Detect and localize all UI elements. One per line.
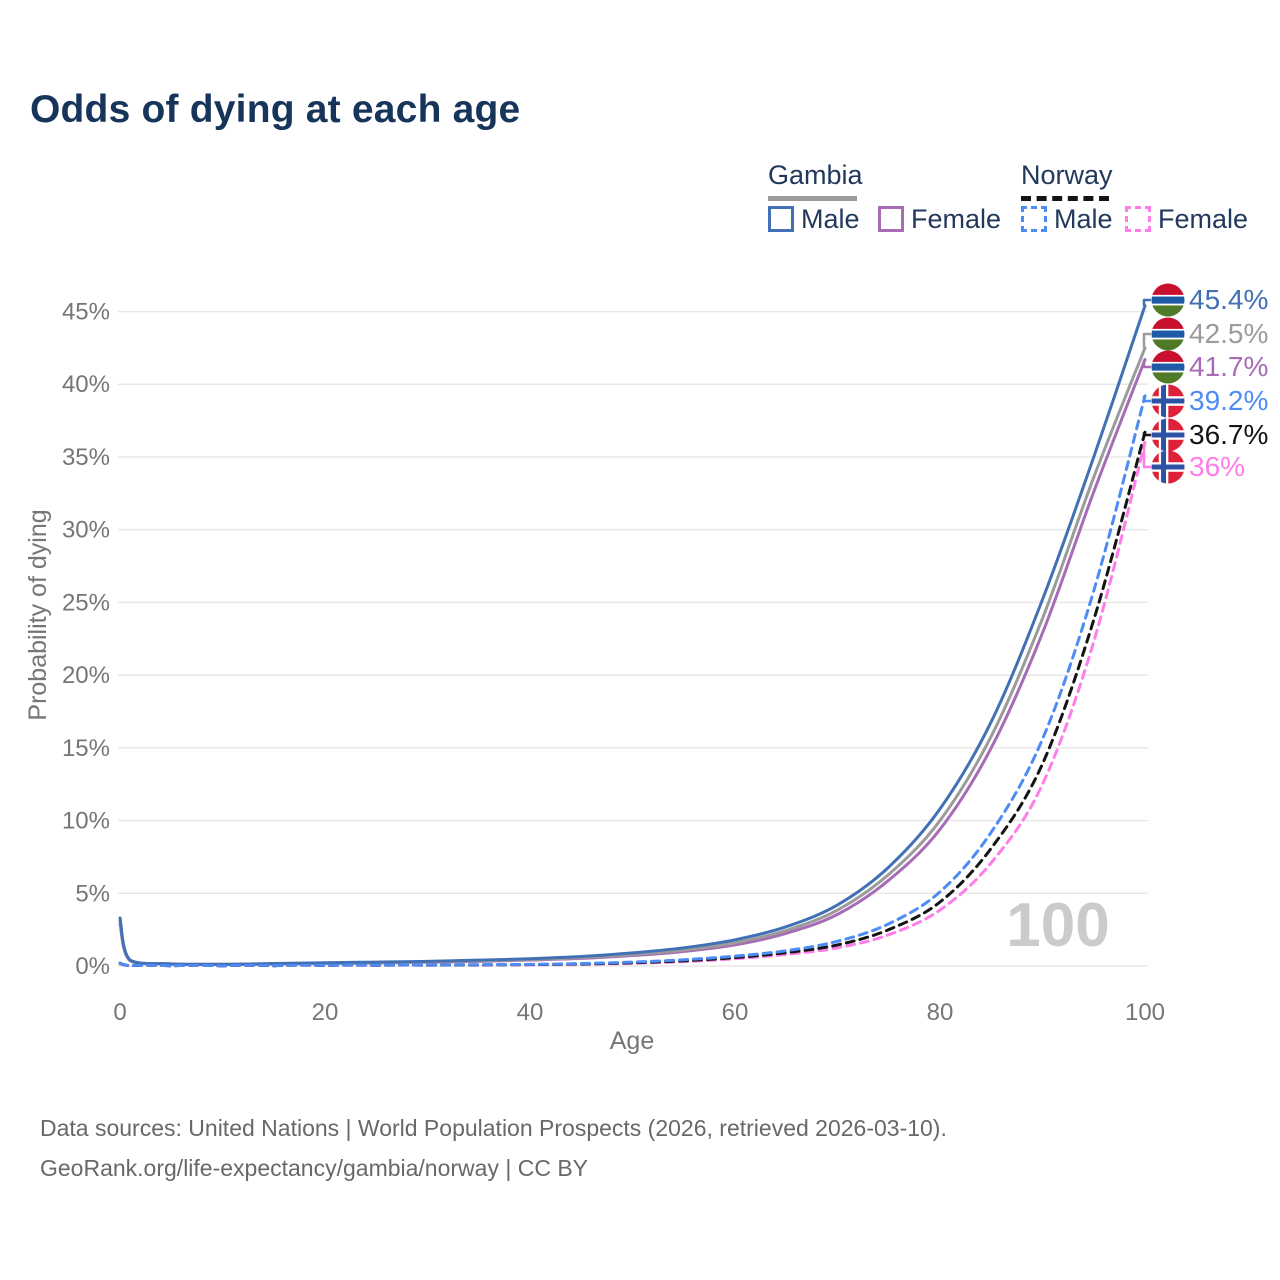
end-label-norway-both: 36.7%	[1142, 418, 1268, 452]
rect	[1151, 330, 1185, 338]
y-tick-label: 15%	[62, 735, 110, 762]
rect	[1151, 296, 1185, 304]
norway-flag-icon	[1151, 384, 1185, 418]
end-label-value: 42.5%	[1189, 318, 1268, 349]
series-line-gambia-female	[118, 358, 1147, 967]
gambia-flag-icon	[1151, 283, 1185, 317]
y-tick-label: 40%	[62, 371, 110, 398]
x-tick-label: 60	[722, 999, 749, 1026]
rect	[1151, 317, 1185, 329]
series-end-labels: 41.7%42.5%45.4% 36%36.7%39.2%	[1142, 283, 1268, 484]
footer-link: GeoRank.org/life-expectancy/gambia/norwa…	[40, 1155, 589, 1181]
label-connector	[1142, 298, 1151, 306]
legend-label-gambia-male: Male	[801, 204, 860, 234]
legend-swatch-gambia-female	[878, 206, 904, 232]
y-tick-label: 45%	[62, 299, 110, 326]
end-label-value: 41.7%	[1189, 351, 1268, 382]
label-connector	[1142, 432, 1151, 437]
legend-norway-line-swatch	[1021, 196, 1109, 201]
gridlines	[118, 310, 1148, 967]
legend: Gambia Male Female Norway Male Female	[0, 160, 1280, 240]
label-connector	[1142, 395, 1151, 403]
rect	[1151, 363, 1185, 371]
data-series-lines	[118, 304, 1147, 968]
series-line-norway-female	[118, 440, 1147, 968]
series-line-gambia-both	[118, 346, 1147, 966]
footer-data-sources: Data sources: United Nations | World Pop…	[40, 1115, 947, 1141]
end-label-value: 36.7%	[1189, 419, 1268, 450]
end-label-norway-male: 39.2%	[1142, 384, 1268, 418]
label-connector	[1142, 359, 1151, 369]
legend-label-norway-male: Male	[1054, 204, 1113, 234]
age-counter-watermark: 100	[1006, 891, 1109, 960]
x-tick-label: 20	[312, 999, 339, 1026]
x-axis-title: Age	[610, 1027, 654, 1055]
x-tick-label: 80	[927, 999, 954, 1026]
gambia-flag-icon	[1151, 317, 1185, 351]
y-tick-label: 10%	[62, 808, 110, 835]
rect	[1151, 432, 1185, 438]
x-tick-label: 100	[1125, 999, 1165, 1026]
legend-country-gambia: Gambia	[768, 160, 863, 190]
norway-flag-icon	[1151, 450, 1185, 484]
x-tick-label: 0	[113, 999, 126, 1026]
series-line-norway-both	[118, 430, 1147, 968]
page-title: Odds of dying at each age	[30, 88, 521, 131]
rect	[1151, 350, 1185, 362]
y-tick-label: 25%	[62, 589, 110, 616]
y-tick-label: 30%	[62, 517, 110, 544]
label-connector	[1142, 332, 1151, 348]
rect	[1151, 339, 1185, 351]
legend-gambia-line-swatch	[768, 196, 857, 201]
y-tick-label: 0%	[75, 953, 110, 980]
end-label-norway-female: 36%	[1142, 442, 1245, 484]
legend-swatch-gambia-male	[768, 206, 794, 232]
norway-flag-icon	[1151, 418, 1185, 452]
rect	[1151, 372, 1185, 384]
legend-swatch-norway-male	[1021, 206, 1047, 232]
gambia-flag-icon	[1151, 350, 1185, 384]
legend-label-gambia-female: Female	[911, 204, 1002, 234]
footer-credits: Data sources: United Nations | World Pop…	[40, 1108, 947, 1188]
legend-swatch-norway-female	[1125, 206, 1151, 232]
label-connector	[1142, 442, 1151, 469]
legend-label-norway-female: Female	[1158, 204, 1249, 234]
rect	[1151, 398, 1185, 404]
legend-country-norway: Norway	[1021, 160, 1113, 190]
y-tick-label: 35%	[62, 444, 110, 471]
axis-labels: 0% 5% 10% 15% 20% 25% 30% 35% 40% 45% 0 20 40 60 80 100…	[24, 299, 1165, 1055]
rect	[1151, 305, 1185, 317]
rect	[1151, 464, 1185, 470]
x-tick-label: 40	[517, 999, 544, 1026]
y-axis-title: Probability of dying	[24, 509, 52, 720]
end-label-gambia-male: 45.4%	[1142, 283, 1268, 317]
series-line-gambia-male	[118, 304, 1147, 966]
end-label-gambia-female: 41.7%	[1142, 350, 1268, 384]
end-label-gambia-both: 42.5%	[1142, 317, 1268, 351]
y-tick-label: 5%	[75, 880, 110, 907]
y-tick-label: 20%	[62, 662, 110, 689]
rect	[1151, 283, 1185, 295]
end-label-value: 36%	[1189, 451, 1245, 482]
series-line-norway-male	[118, 394, 1147, 968]
end-label-value: 39.2%	[1189, 385, 1268, 416]
end-label-value: 45.4%	[1189, 284, 1268, 315]
